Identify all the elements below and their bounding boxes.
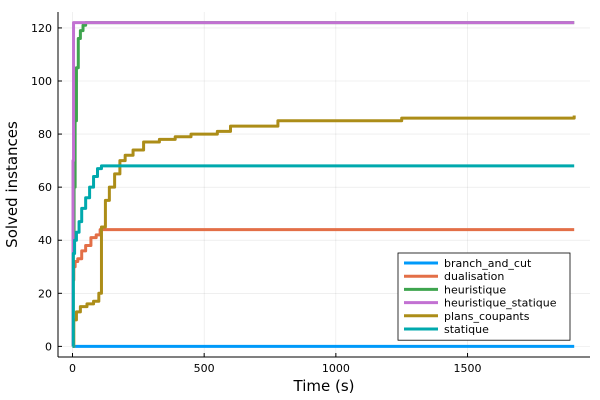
y-tick-label: 80 xyxy=(38,128,52,141)
legend-label: statique xyxy=(444,323,489,336)
y-tick-label: 60 xyxy=(38,181,52,194)
legend-label: heuristique xyxy=(444,283,506,296)
series-line-statique xyxy=(71,164,575,348)
series-lines xyxy=(71,21,576,348)
legend-label: plans_coupants xyxy=(444,310,530,323)
legend-box xyxy=(397,252,571,341)
y-tick-label: 40 xyxy=(38,234,52,247)
legend: branch_and_cutdualisationheuristiqueheur… xyxy=(397,252,571,341)
y-axis-label: Solved instances xyxy=(3,121,21,248)
x-tick-label: 500 xyxy=(194,362,215,375)
legend-label: branch_and_cut xyxy=(444,257,532,270)
axes: 0 500 1000 1500 0 20 40 60 80 100 120 xyxy=(31,12,590,375)
legend-label: dualisation xyxy=(444,270,504,283)
series-line-plans-coupants xyxy=(72,115,576,348)
y-tick-label: 120 xyxy=(31,22,52,35)
x-tick-label: 1500 xyxy=(454,362,482,375)
y-tick-label: 100 xyxy=(31,75,52,88)
x-tick-label: 1000 xyxy=(322,362,350,375)
y-tick-label: 20 xyxy=(38,287,52,300)
x-tick-label: 0 xyxy=(69,362,76,375)
legend-label: heuristique_statique xyxy=(444,297,557,310)
x-axis-label: Time (s) xyxy=(293,377,355,395)
y-tick-label: 0 xyxy=(45,340,52,353)
